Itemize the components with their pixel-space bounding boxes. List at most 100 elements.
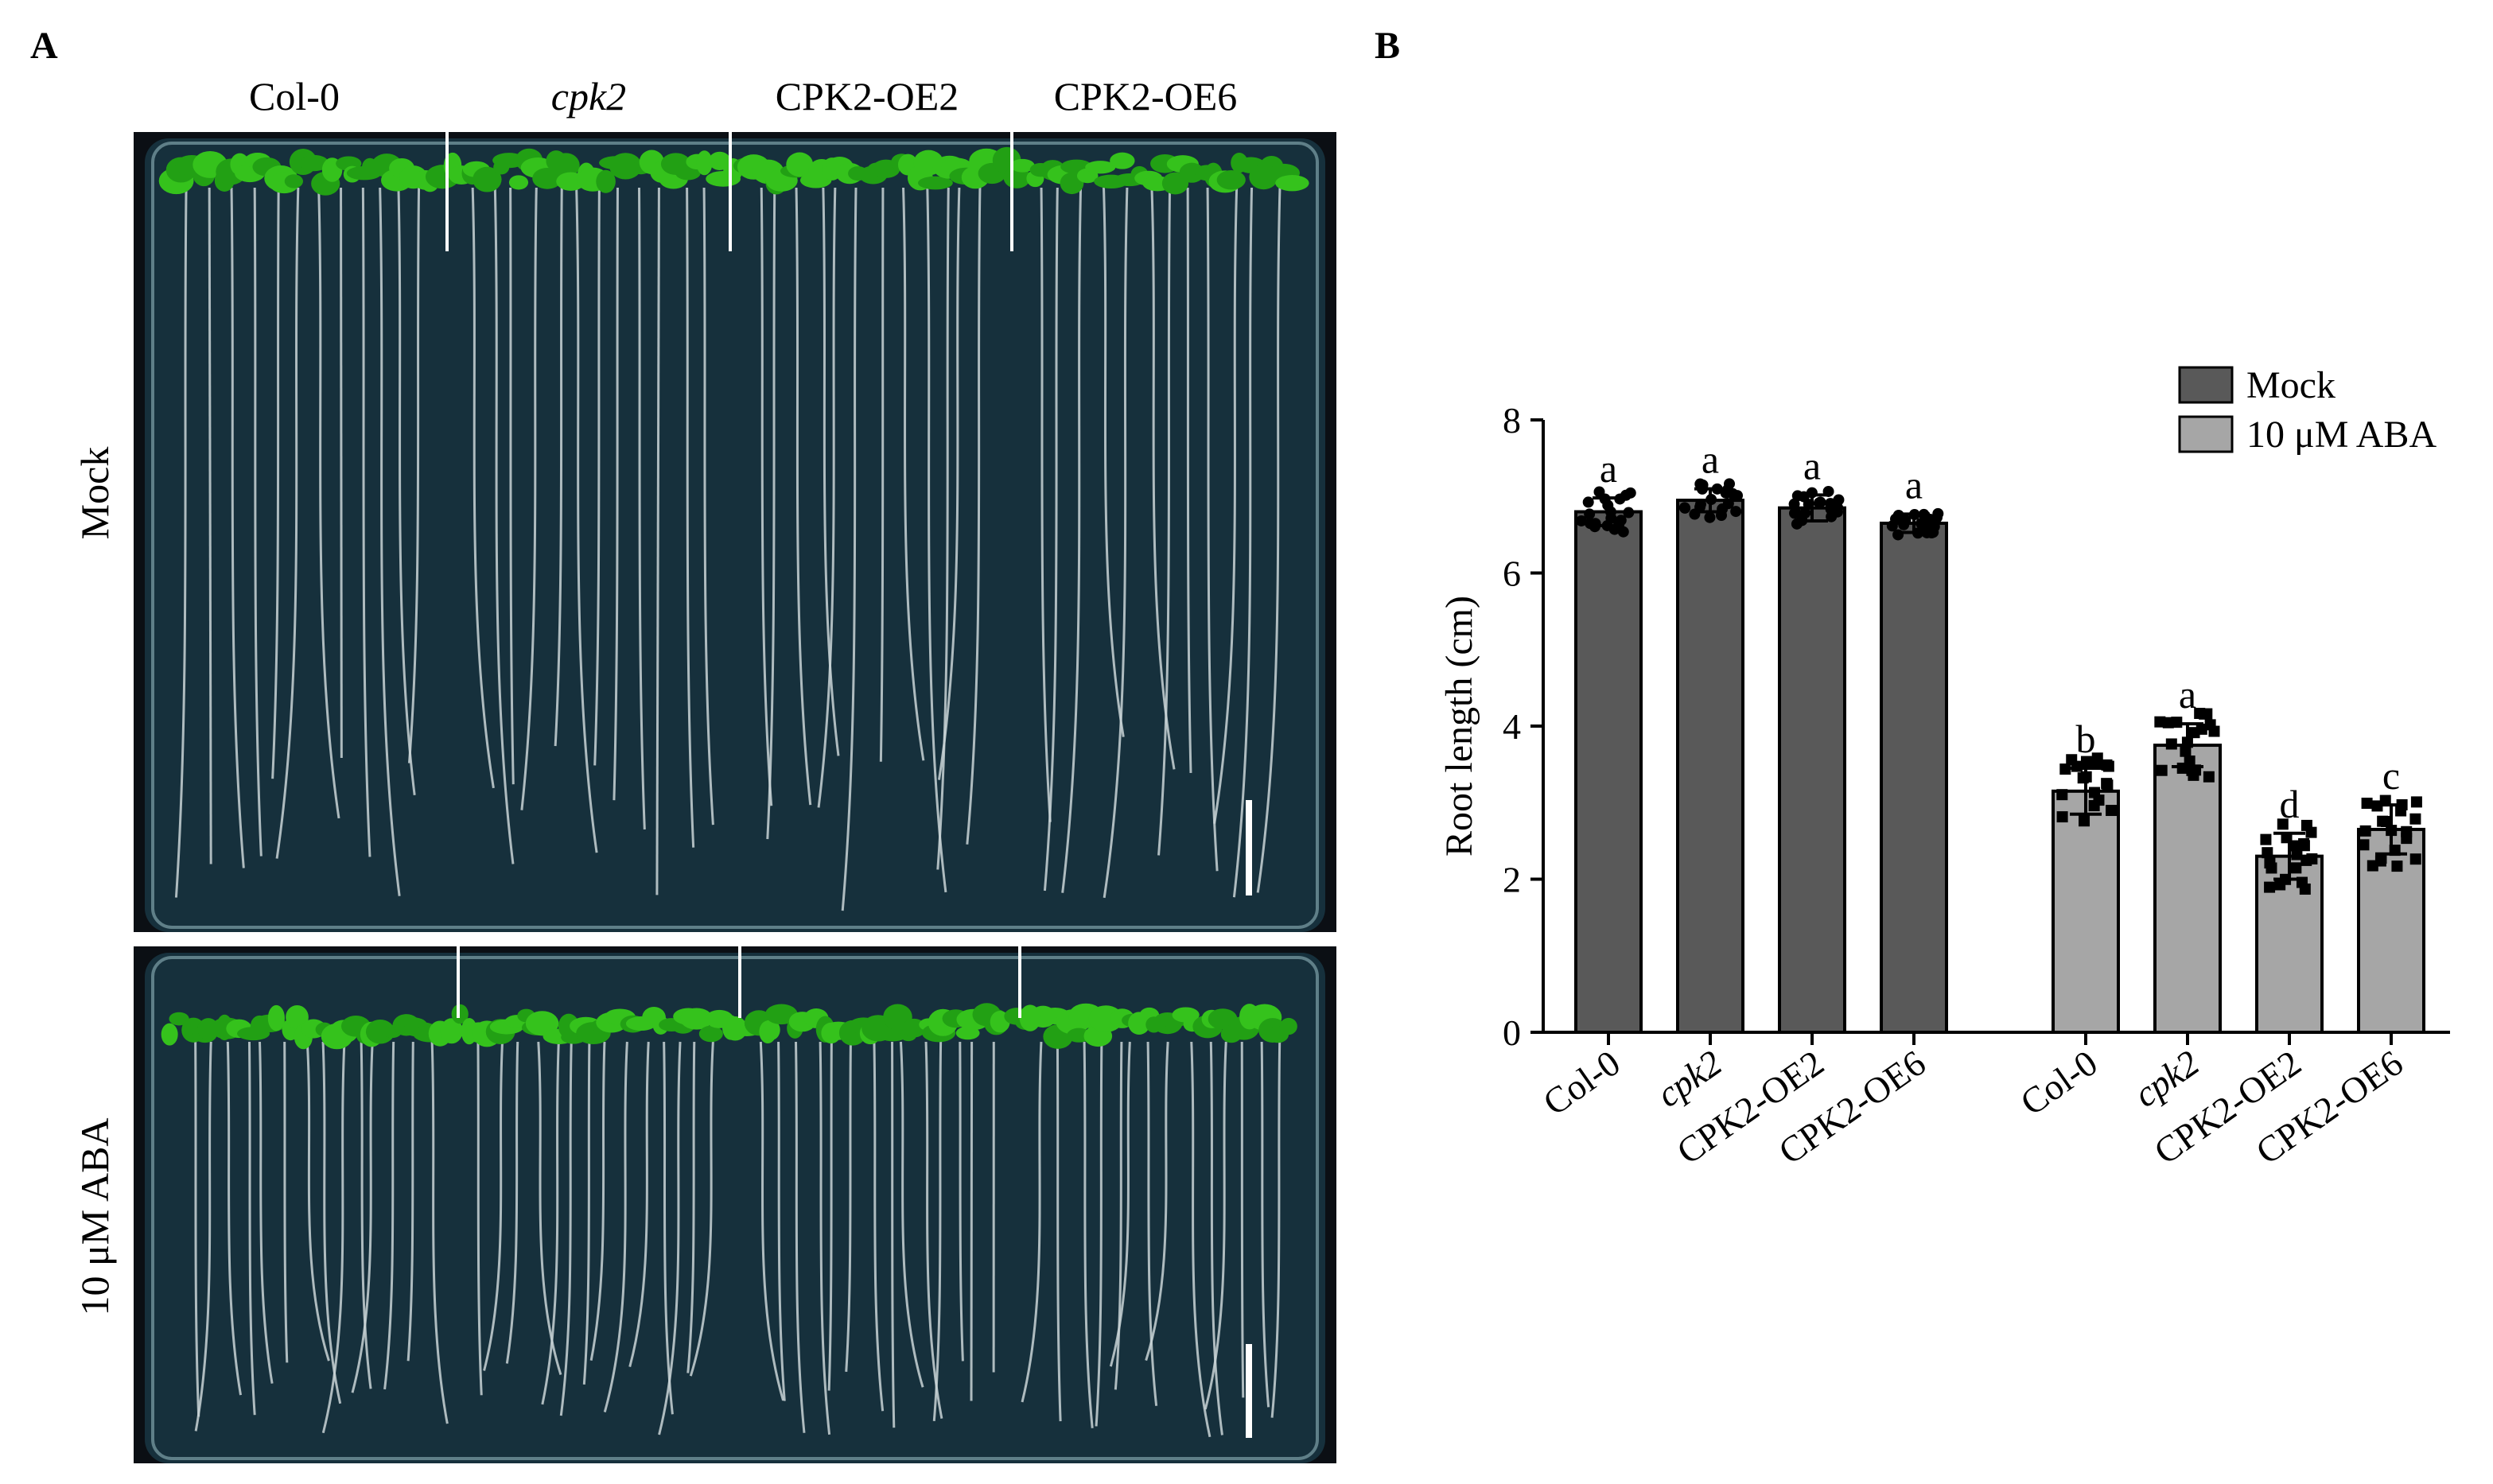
data-point [1932, 507, 1944, 519]
data-point [1678, 502, 1690, 514]
data-point [2204, 719, 2216, 731]
root [275, 187, 300, 859]
data-point [2091, 752, 2103, 764]
data-point [1730, 506, 1742, 518]
significance-letter: c [2382, 753, 2400, 798]
significance-letter: b [2076, 717, 2096, 761]
leaf [1216, 170, 1246, 190]
leaf [596, 169, 616, 193]
root [1103, 187, 1129, 899]
chart-bars: a a a a b a d c [1574, 437, 2425, 1034]
root [1209, 1041, 1223, 1435]
data-point [2409, 853, 2421, 865]
root [873, 1041, 885, 1412]
leaf [1279, 1017, 1297, 1035]
data-point [1694, 499, 1706, 511]
root [247, 1041, 256, 1416]
data-point [1589, 518, 1601, 530]
root [483, 1041, 504, 1371]
aba-scale-bar [1246, 1344, 1252, 1438]
significance-letter: a [2179, 672, 2196, 717]
root [1040, 187, 1052, 822]
leaf [365, 1019, 395, 1044]
root [686, 1041, 696, 1373]
root [1157, 187, 1172, 856]
root [795, 187, 812, 806]
data-point [2265, 862, 2277, 874]
root [397, 187, 416, 795]
root [493, 187, 515, 864]
leaf [440, 1018, 463, 1044]
root [1232, 187, 1254, 898]
genotype-label-col0: Col-0 [249, 74, 340, 118]
root [1206, 187, 1219, 872]
plate-mock-image [134, 132, 1336, 932]
root [1145, 1041, 1169, 1362]
x-tick-label: cpk2 [2126, 1042, 2206, 1115]
data-point [2291, 849, 2303, 860]
root [637, 187, 646, 830]
leaf [284, 174, 304, 188]
data-point [1575, 515, 1587, 526]
data-point [2162, 717, 2174, 728]
root [383, 1041, 395, 1390]
data-point [2101, 778, 2113, 790]
legend-label-mock: Mock [2246, 364, 2335, 406]
root [537, 1041, 562, 1376]
root [899, 1041, 924, 1388]
root [406, 1041, 414, 1362]
root [226, 1041, 243, 1396]
root [340, 187, 343, 759]
root [1056, 1041, 1062, 1422]
data-point [1923, 519, 1935, 530]
bar [1574, 510, 1643, 1034]
root [1270, 1041, 1282, 1418]
root [1240, 1041, 1245, 1398]
root [471, 187, 495, 789]
leaf [680, 1008, 714, 1030]
aba-roots [194, 1041, 1282, 1438]
data-point [1615, 515, 1627, 526]
root [582, 1041, 591, 1385]
data-point [2066, 754, 2078, 766]
plate-aba-image [134, 946, 1336, 1463]
data-point [2195, 723, 2207, 735]
data-point [2199, 708, 2211, 720]
y-tick-label: 6 [1503, 554, 1521, 594]
leaf [698, 1025, 723, 1043]
leaf [1275, 175, 1309, 192]
root [959, 1041, 964, 1362]
root [841, 187, 858, 911]
root [509, 187, 515, 785]
aba-plate-rim [151, 956, 1319, 1460]
root [520, 187, 538, 810]
root [407, 187, 421, 763]
panel-letter-a: A [30, 25, 58, 67]
seedling-plate-mock-photo [134, 132, 1336, 932]
significance-letter: a [1702, 437, 1719, 482]
root [361, 187, 371, 857]
data-point [1582, 496, 1594, 508]
leaf [1085, 161, 1116, 174]
data-point [1584, 508, 1596, 520]
bar [1880, 521, 1948, 1034]
leaf [761, 1020, 780, 1041]
root [230, 187, 245, 868]
data-point [2165, 738, 2177, 750]
leaf [473, 166, 502, 192]
leaf [696, 150, 713, 176]
data-point [1704, 511, 1716, 523]
root [936, 187, 950, 870]
mock-scale-bar [1246, 800, 1252, 895]
data-point [1721, 484, 1733, 495]
leaf [286, 1005, 309, 1029]
data-point [2358, 839, 2370, 851]
root [194, 1041, 212, 1432]
root [827, 1041, 833, 1391]
root [1213, 187, 1239, 824]
root [937, 187, 961, 780]
root [689, 1041, 714, 1377]
leaf [267, 1004, 285, 1031]
root [1109, 1041, 1131, 1367]
